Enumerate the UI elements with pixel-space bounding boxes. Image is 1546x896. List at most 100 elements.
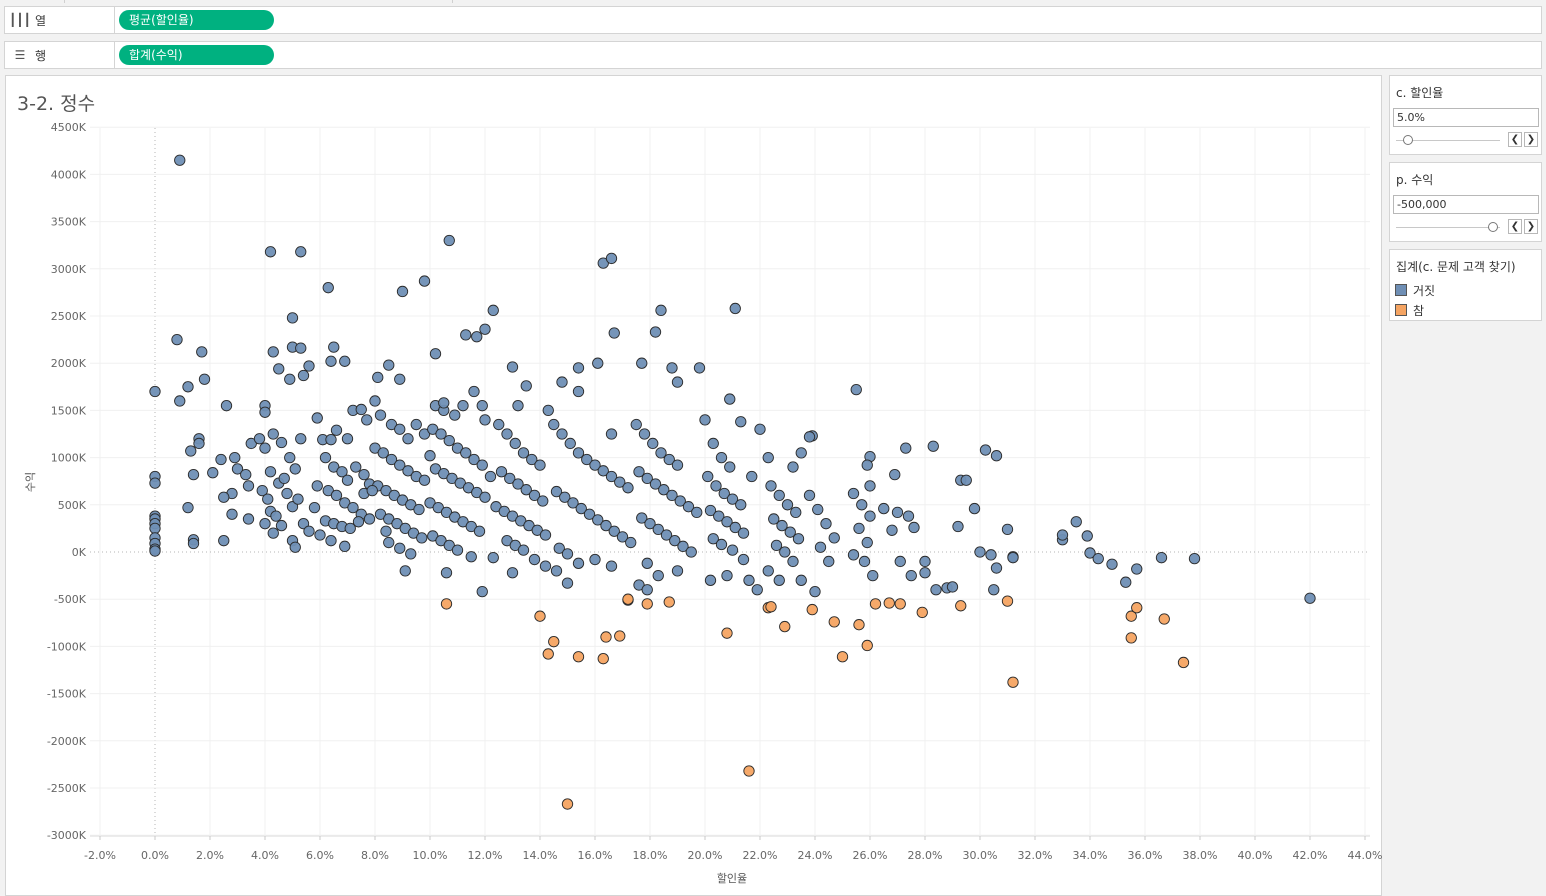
point-false	[1092, 552, 1104, 565]
point-false	[182, 381, 194, 393]
x-tick-label: 10.0%	[413, 849, 448, 862]
point-false	[674, 495, 686, 507]
worksheet-view: 3-2. 정수	[5, 75, 1382, 896]
point-false	[242, 480, 255, 492]
point-false	[476, 400, 488, 412]
point-true	[955, 600, 967, 612]
point-false	[891, 506, 904, 519]
point-false	[336, 466, 348, 478]
point-false	[495, 466, 508, 478]
legend-swatch	[1395, 284, 1407, 296]
point-false	[726, 493, 739, 505]
point-false	[443, 234, 455, 247]
point-false	[671, 376, 684, 388]
point-false	[520, 380, 532, 392]
point-false	[847, 549, 860, 561]
point-false	[572, 447, 585, 459]
x-tick-label: 34.0%	[1073, 849, 1108, 862]
point-false	[663, 453, 675, 466]
point-false	[658, 484, 670, 496]
point-false	[380, 525, 392, 537]
point-false	[773, 489, 785, 502]
point-false	[715, 451, 728, 464]
point-false	[267, 346, 279, 358]
slider-thumb[interactable]	[1403, 135, 1414, 145]
point-false	[644, 518, 656, 530]
point-false	[608, 525, 620, 537]
point-false	[476, 585, 488, 598]
point-false	[861, 536, 873, 549]
point-false	[226, 508, 238, 520]
point-false	[776, 519, 788, 532]
legend-item-false[interactable]: 거짓	[1395, 282, 1435, 298]
point-false	[193, 437, 205, 450]
point-false	[468, 453, 480, 466]
point-false	[504, 472, 516, 485]
parameter-value-input[interactable]: 5.0%	[1393, 108, 1539, 127]
point-true	[765, 601, 777, 613]
point-false	[583, 508, 596, 520]
point-true	[894, 598, 906, 610]
point-false	[471, 331, 483, 343]
sheet-title: 3-2. 정수	[17, 93, 96, 115]
point-false	[809, 585, 821, 598]
point-false	[630, 418, 642, 431]
point-false	[919, 555, 931, 568]
point-false	[990, 450, 1003, 462]
legend-label: 참	[1413, 303, 1425, 318]
columns-pill[interactable]: 평균(할인율)	[119, 10, 274, 30]
point-false	[517, 544, 530, 556]
point-false	[220, 400, 233, 412]
slider-track[interactable]	[1396, 227, 1500, 228]
slider-track[interactable]	[1396, 140, 1500, 141]
point-false	[358, 468, 370, 481]
x-tick-label: 28.0%	[908, 849, 943, 862]
point-false	[878, 502, 890, 515]
x-tick-label: 12.0%	[468, 849, 503, 862]
point-false	[424, 450, 436, 462]
point-false	[1188, 552, 1201, 565]
point-false	[682, 501, 695, 513]
step-back-button[interactable]: ❮	[1508, 219, 1522, 234]
rows-pill[interactable]: 합계(수익)	[119, 45, 274, 65]
point-false	[633, 466, 645, 478]
point-false	[215, 453, 227, 466]
point-false	[641, 584, 653, 596]
point-false	[762, 565, 774, 577]
point-false	[311, 412, 323, 424]
step-back-button[interactable]: ❮	[1508, 132, 1522, 147]
x-tick-label: 2.0%	[196, 849, 224, 862]
point-true	[561, 798, 574, 810]
point-false	[669, 535, 681, 547]
point-false	[781, 499, 794, 511]
step-forward-button[interactable]: ❯	[1524, 132, 1538, 147]
legend-item-true[interactable]: 참	[1395, 302, 1424, 318]
point-false	[275, 436, 288, 449]
point-true	[600, 631, 612, 643]
point-false	[792, 533, 805, 545]
point-false	[671, 459, 684, 471]
point-false	[927, 440, 939, 452]
point-false	[900, 442, 912, 454]
point-false	[325, 434, 337, 446]
point-false	[693, 362, 706, 374]
step-forward-button[interactable]: ❯	[1524, 219, 1538, 234]
point-false	[528, 553, 541, 566]
point-true	[743, 765, 755, 777]
rows-shelf-label: ☰ 행	[5, 42, 115, 68]
parameter-value-input[interactable]: -500,000	[1393, 195, 1539, 214]
point-false	[561, 548, 574, 560]
slider-thumb[interactable]	[1487, 222, 1498, 232]
point-false	[765, 480, 777, 492]
point-false	[614, 476, 626, 488]
point-false	[468, 385, 480, 398]
y-tick-label: 2000K	[51, 357, 87, 370]
point-false	[506, 361, 519, 373]
point-true	[806, 603, 818, 616]
point-false	[383, 536, 395, 549]
point-false	[889, 468, 901, 481]
y-tick-label: 500K	[58, 499, 87, 512]
point-false	[174, 395, 186, 407]
point-false	[1001, 523, 1014, 535]
